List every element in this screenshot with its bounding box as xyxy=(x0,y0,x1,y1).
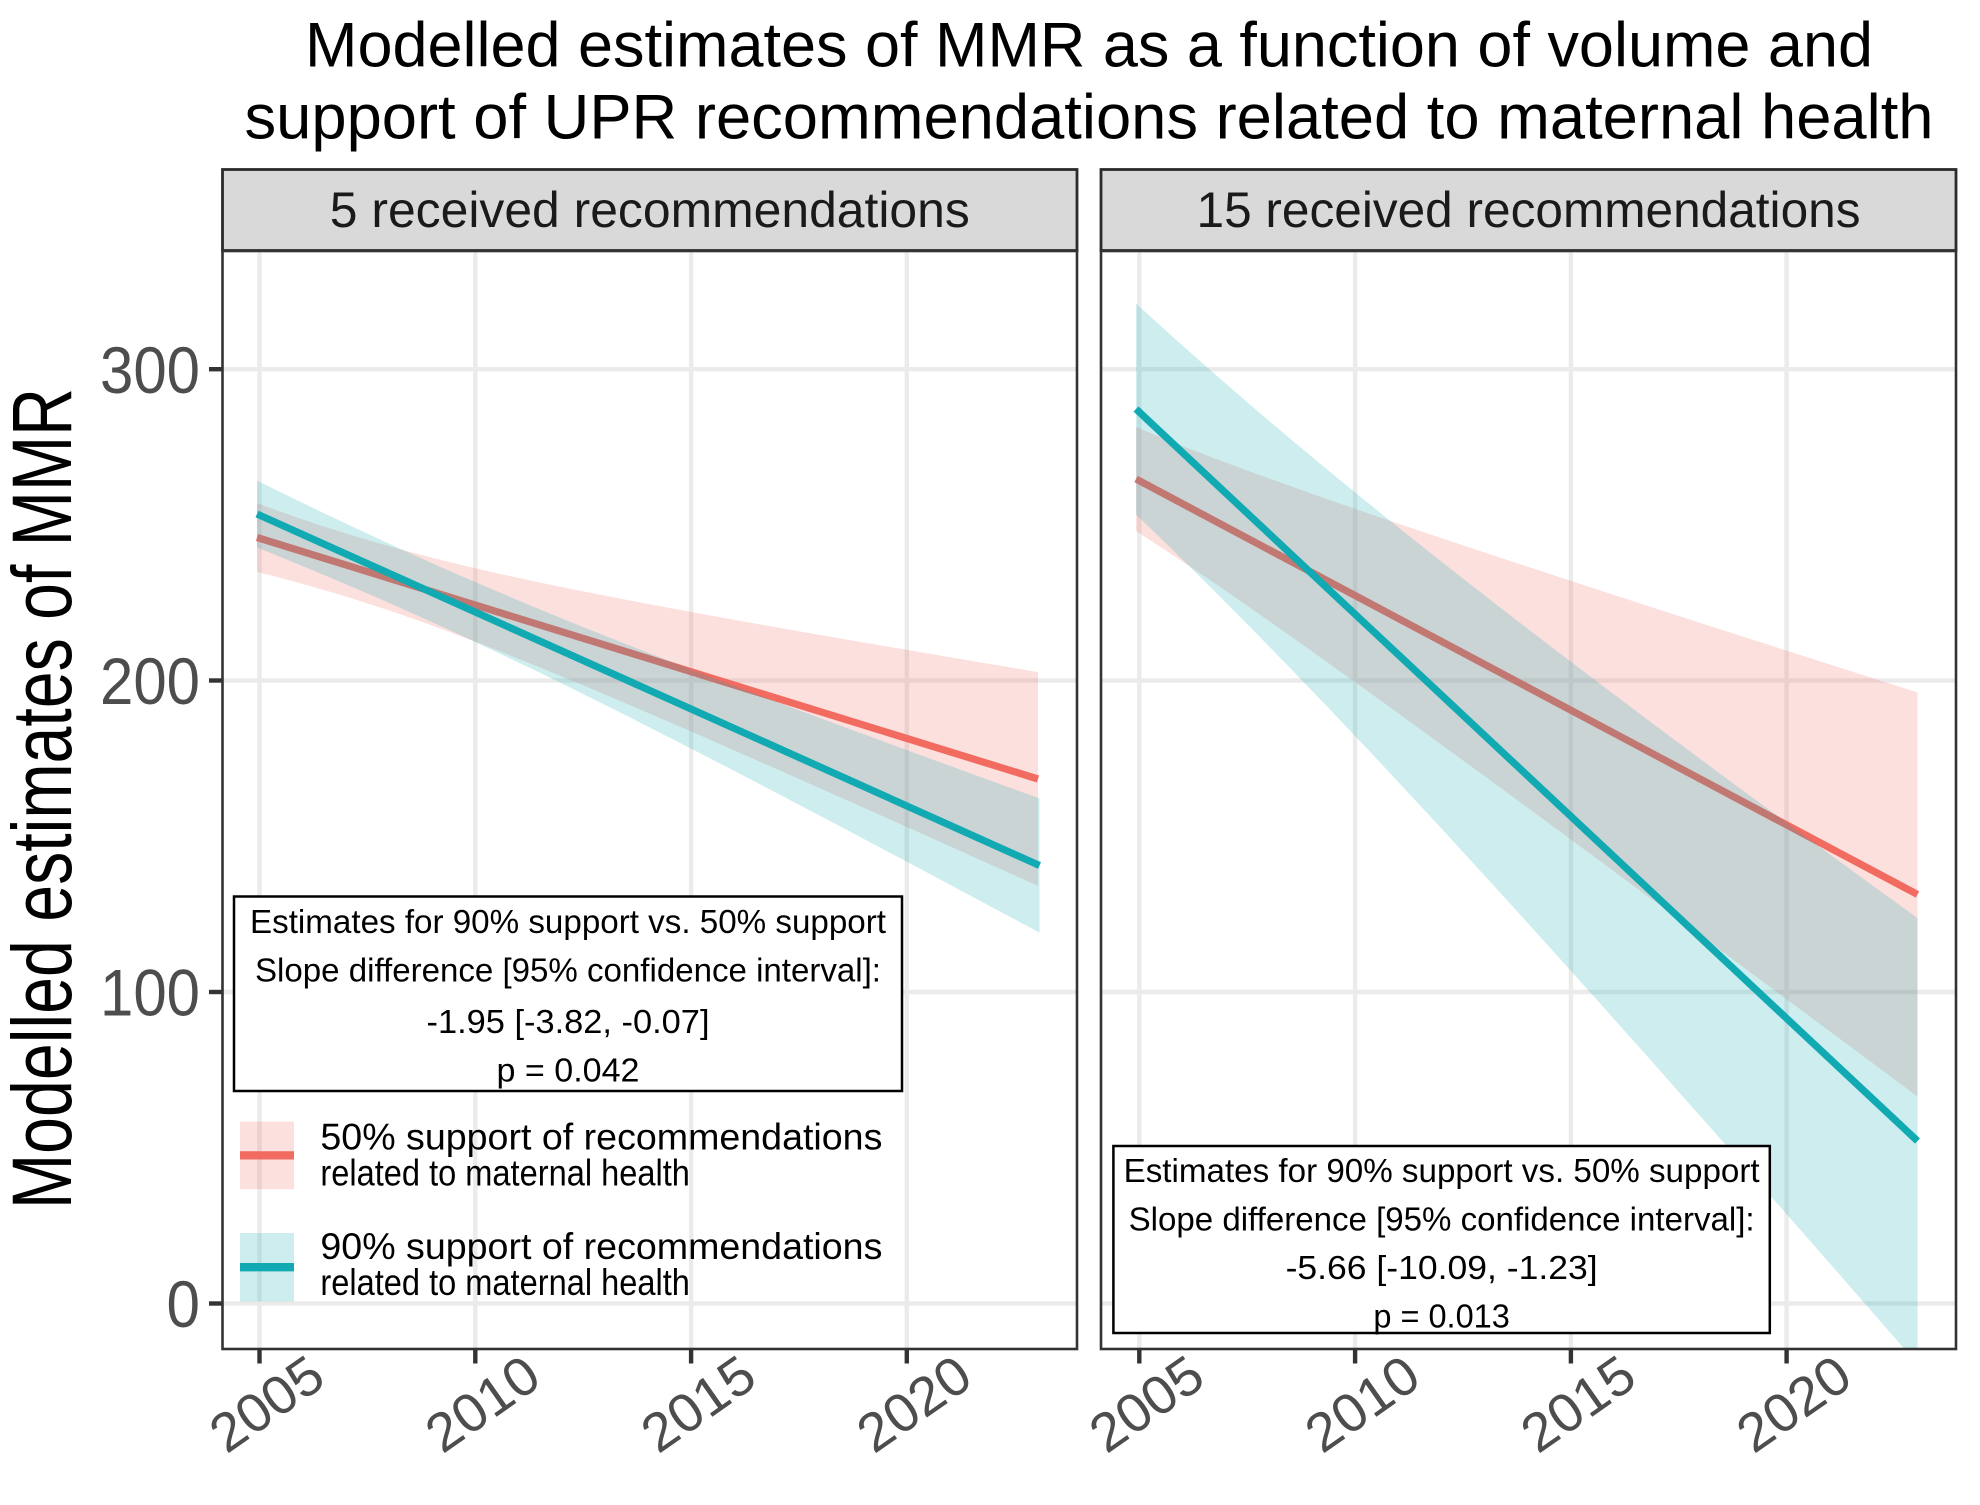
svg-text:Slope difference [95% confiden: Slope difference [95% confidence interva… xyxy=(1129,1202,1755,1239)
svg-text:Estimates for 90% support vs.: Estimates for 90% support vs. 50% suppor… xyxy=(250,904,887,941)
svg-text:Modelled estimates of MMR: Modelled estimates of MMR xyxy=(0,388,89,1209)
svg-text:Estimates for 90% support vs.: Estimates for 90% support vs. 50% suppor… xyxy=(1124,1153,1761,1190)
svg-text:0: 0 xyxy=(167,1267,201,1341)
svg-text:50% support of recommendations: 50% support of recommendations xyxy=(320,1116,882,1158)
svg-text:p = 0.013: p = 0.013 xyxy=(1373,1299,1510,1336)
svg-text:90% support of recommendations: 90% support of recommendations xyxy=(320,1225,882,1267)
svg-text:related to maternal health: related to maternal health xyxy=(320,1152,690,1194)
svg-text:200: 200 xyxy=(100,644,200,718)
svg-text:support of UPR recommendations: support of UPR recommendations related t… xyxy=(245,83,1934,153)
svg-text:-5.66 [-10.09, -1.23]: -5.66 [-10.09, -1.23] xyxy=(1286,1250,1598,1287)
svg-text:15 received recommendations: 15 received recommendations xyxy=(1197,182,1861,238)
svg-text:p = 0.042: p = 0.042 xyxy=(497,1053,640,1090)
svg-text:Slope difference [95% confiden: Slope difference [95% confidence interva… xyxy=(255,953,881,990)
svg-text:100: 100 xyxy=(100,956,200,1030)
svg-text:Modelled estimates of MMR as a: Modelled estimates of MMR as a function … xyxy=(305,11,1873,81)
svg-text:300: 300 xyxy=(100,333,200,407)
svg-text:-1.95 [-3.82, -0.07]: -1.95 [-3.82, -0.07] xyxy=(427,1004,710,1041)
svg-text:5 received recommendations: 5 received recommendations xyxy=(330,182,970,238)
svg-text:related to maternal health: related to maternal health xyxy=(320,1261,690,1303)
